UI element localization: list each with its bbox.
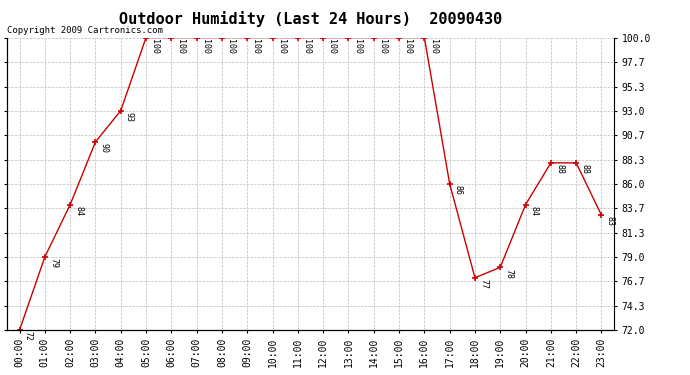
Text: 78: 78: [504, 269, 513, 279]
Text: 100: 100: [327, 39, 336, 54]
Text: 100: 100: [353, 39, 362, 54]
Text: 100: 100: [226, 39, 235, 54]
Text: 100: 100: [403, 39, 412, 54]
Text: 77: 77: [479, 279, 488, 289]
Text: 100: 100: [150, 39, 159, 54]
Text: 83: 83: [606, 216, 615, 226]
Text: 100: 100: [378, 39, 387, 54]
Text: 84: 84: [530, 206, 539, 216]
Text: 88: 88: [555, 164, 564, 174]
Text: 100: 100: [201, 39, 210, 54]
Text: 72: 72: [23, 332, 32, 341]
Text: Outdoor Humidity (Last 24 Hours)  20090430: Outdoor Humidity (Last 24 Hours) 2009043…: [119, 11, 502, 27]
Text: 100: 100: [251, 39, 260, 54]
Text: 100: 100: [302, 39, 311, 54]
Text: 100: 100: [277, 39, 286, 54]
Text: 90: 90: [99, 143, 108, 153]
Text: 79: 79: [49, 258, 58, 268]
Text: 100: 100: [428, 39, 437, 54]
Text: 88: 88: [580, 164, 589, 174]
Text: 86: 86: [454, 185, 463, 195]
Text: 100: 100: [175, 39, 184, 54]
Text: 84: 84: [75, 206, 83, 216]
Text: Copyright 2009 Cartronics.com: Copyright 2009 Cartronics.com: [7, 26, 163, 34]
Text: 93: 93: [125, 112, 134, 122]
